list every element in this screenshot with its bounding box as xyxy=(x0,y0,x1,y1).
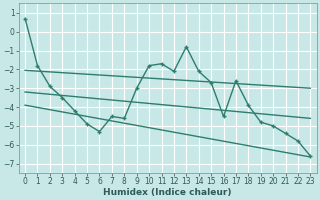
X-axis label: Humidex (Indice chaleur): Humidex (Indice chaleur) xyxy=(103,188,232,197)
